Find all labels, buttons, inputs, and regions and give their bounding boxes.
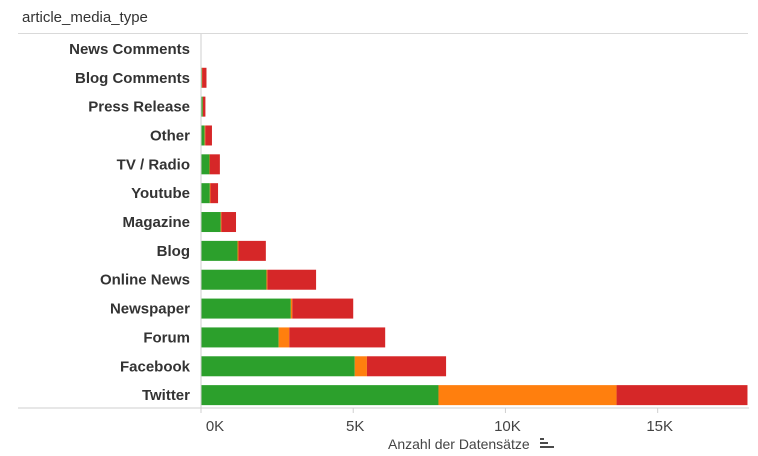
bar-segment[interactable] [201, 96, 203, 117]
x-axis-title: Anzahl der Datensätze [388, 436, 530, 452]
category-label[interactable]: Twitter [142, 387, 190, 404]
category-label[interactable]: TV / Radio [117, 156, 190, 173]
category-label[interactable]: Blog [157, 243, 190, 260]
category-label[interactable]: Magazine [122, 214, 190, 231]
category-labels: News Comments Blog Comments Press Release O… [69, 41, 191, 404]
sort-descending-icon[interactable] [539, 438, 554, 450]
bar-segment[interactable] [221, 212, 237, 233]
bar-segment[interactable] [202, 96, 206, 117]
x-tick-label: 15K [646, 418, 673, 435]
bar-segment[interactable] [292, 298, 354, 319]
dimension-header[interactable]: article_media_type [22, 9, 148, 26]
x-tick-label: 5K [346, 418, 364, 435]
bar-segment[interactable] [266, 269, 268, 290]
category-label[interactable]: Other [150, 127, 190, 144]
bar-segment[interactable] [202, 67, 207, 88]
bar-segment[interactable] [209, 183, 211, 204]
category-label[interactable]: Newspaper [110, 301, 190, 318]
bars-layer [201, 38, 748, 406]
bar-segment[interactable] [201, 385, 439, 406]
bar-segment[interactable] [354, 356, 367, 377]
bar-segment[interactable] [616, 385, 748, 406]
bar-segment[interactable] [201, 298, 291, 319]
bar-segment[interactable] [289, 327, 386, 348]
x-axis: 0K 5K 10K 15K [18, 34, 749, 435]
bar-segment[interactable] [201, 327, 279, 348]
bar-segment[interactable] [290, 298, 293, 319]
bar-segment[interactable] [201, 356, 355, 377]
bar-segment[interactable] [438, 385, 617, 406]
category-label[interactable]: Forum [143, 329, 190, 346]
bar-segment[interactable] [366, 356, 447, 377]
bar-segment[interactable] [201, 269, 267, 290]
header-divider [18, 33, 748, 34]
bar-segment[interactable] [220, 212, 222, 233]
bar-segment[interactable] [201, 183, 210, 204]
category-label[interactable]: Online News [100, 272, 190, 289]
bar-segment[interactable] [205, 125, 212, 146]
bar-segment[interactable] [237, 240, 239, 261]
bar-segment[interactable] [238, 240, 266, 261]
x-tick-label: 10K [494, 418, 521, 435]
bar-segment[interactable] [204, 125, 206, 146]
bar-segment[interactable] [201, 67, 203, 88]
category-label[interactable]: News Comments [69, 41, 190, 58]
bar-segment[interactable] [210, 183, 219, 204]
category-label[interactable]: Youtube [131, 185, 190, 202]
bar-segment[interactable] [201, 125, 205, 146]
bar-segment[interactable] [267, 269, 317, 290]
category-label[interactable]: Press Release [88, 99, 190, 116]
bar-segment[interactable] [201, 154, 210, 175]
bar-segment[interactable] [209, 154, 211, 175]
x-tick-label: 0K [206, 418, 224, 435]
category-label[interactable]: Facebook [120, 358, 191, 375]
bar-segment[interactable] [209, 154, 220, 175]
bar-segment[interactable] [201, 240, 238, 261]
category-label[interactable]: Blog Comments [75, 70, 190, 87]
bar-segment[interactable] [278, 327, 290, 348]
bar-segment[interactable] [201, 212, 221, 233]
